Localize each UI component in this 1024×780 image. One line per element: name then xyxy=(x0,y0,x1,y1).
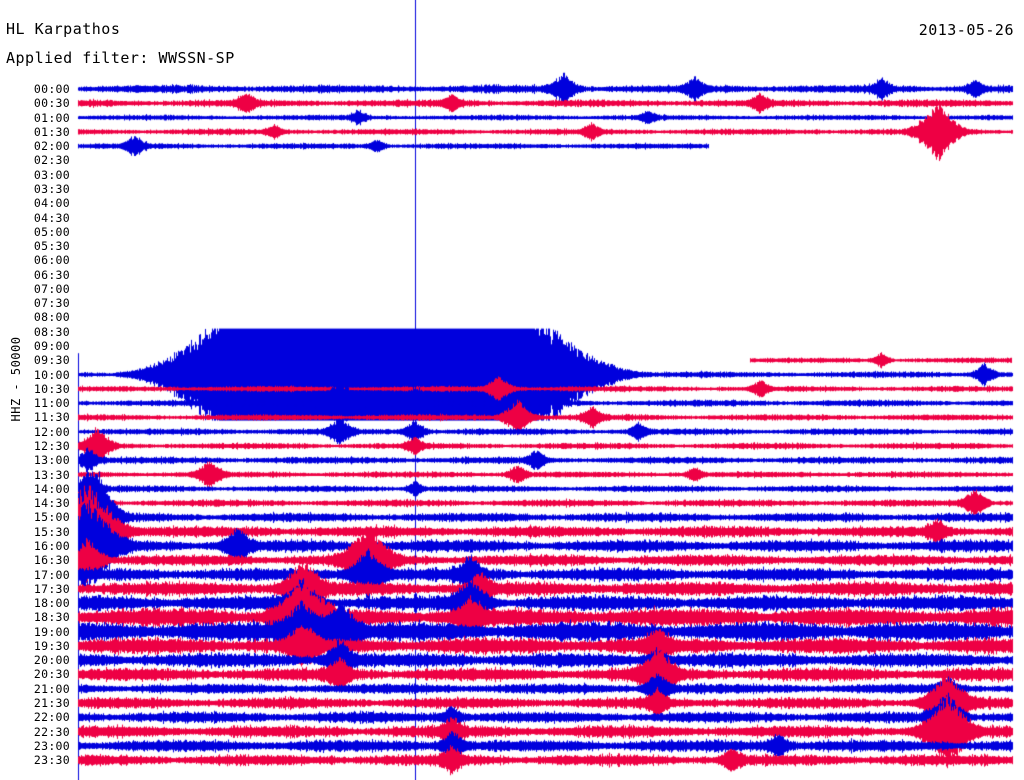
seismogram-plot xyxy=(0,0,1024,780)
helicorder-page: HL Karpathos Applied filter: WWSSN-SP 20… xyxy=(0,0,1024,780)
